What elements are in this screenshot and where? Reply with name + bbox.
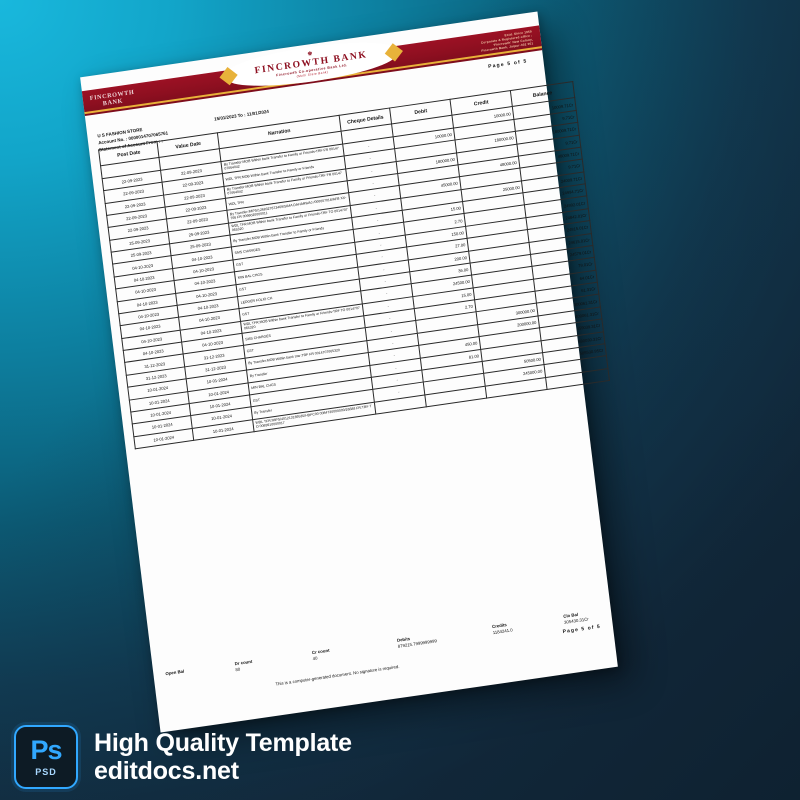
generated-note: This is a computer-generated document. N… [275,663,400,687]
transactions-table: Post Date Value Date Narration Cheque De… [98,81,610,449]
summary-open-bal-label: Open Bal [165,668,185,677]
photoshop-psd-icon: Ps PSD [14,725,78,789]
summary-debits: Debits 879215.7999999999 [397,624,494,650]
summary-clo-bal: Clo Bal 305430.31Cr [563,610,589,626]
psd-ext-label: PSD [35,767,57,777]
brand-bar: Ps PSD High Quality Template editdocs.ne… [0,714,800,800]
summary-credits: Credits 1184241.0 [492,614,565,637]
statement-period-value: 15/01/2023 To : 11/01/2024 [213,108,270,122]
bank-logo-plate: ♚ FINCROWTH BANK Fincrowth Co-operative … [226,36,397,93]
summary-open-bal: Open Bal [165,661,235,677]
summary-block: Open Bal Dr count 80 Cr count 40 Debits … [165,609,602,685]
summary-dr-count: Dr count 80 [234,650,313,674]
ps-label: Ps [30,735,62,765]
brand-text: High Quality Template editdocs.net [94,729,352,785]
summary-cr-count: Cr count 40 [312,638,399,663]
brand-site: editdocs.net [94,757,239,785]
statement-paper: FINCROWTH BANK Estd. Since 1959 Corporat… [80,11,618,733]
brand-tagline: High Quality Template [94,729,352,757]
